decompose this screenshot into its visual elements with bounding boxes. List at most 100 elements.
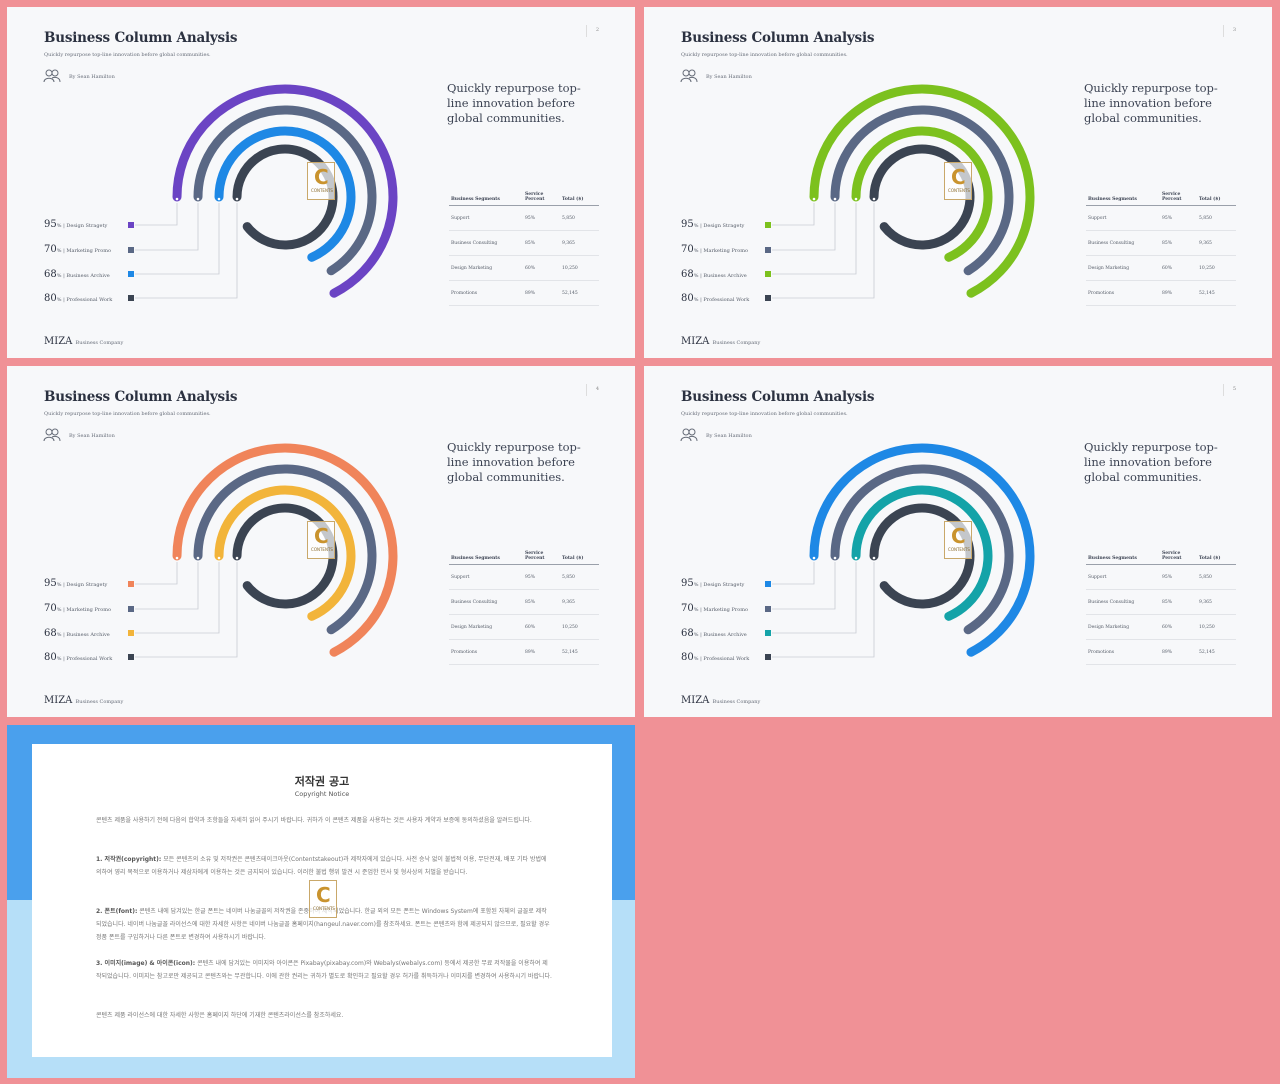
legend-swatch [765, 271, 771, 277]
notice-item-copyright-head: 1. 저작권(copyright): [96, 856, 162, 863]
leader-line [135, 203, 238, 299]
table-header-cell: Service Percent [1162, 192, 1182, 202]
watermark-badge: C CONTENTS [944, 162, 972, 200]
legend-label: | Marketing Promo [63, 248, 111, 254]
table-cell: Business Consulting [451, 240, 498, 246]
table-cell: Promotions [451, 290, 478, 296]
legend-value: 95 [681, 219, 694, 230]
notice-item-font-head: 2. 폰트(font): [96, 908, 138, 915]
legend-label: | Professional Work [63, 656, 113, 662]
legend-unit: % [56, 223, 62, 229]
analysis-slide: Business Column Analysis Quickly repurpos… [644, 7, 1272, 358]
table-row: Support 95% 5,850 [1086, 206, 1236, 231]
footer-company: Business Company [712, 699, 761, 705]
table-cell: 9,365 [562, 240, 575, 246]
author-name: By Sean Hamilton [69, 433, 115, 439]
legend-unit: % [56, 248, 62, 254]
leader-line [135, 562, 220, 634]
table-cell: 85% [1162, 599, 1173, 605]
slide-title: Business Column Analysis [681, 30, 875, 46]
arc-series-3 [214, 485, 356, 621]
leader-line [135, 203, 199, 251]
legend-item: 70% | Marketing Promo [681, 603, 748, 614]
table-header-cell: Total ($) [562, 556, 584, 561]
watermark-badge: C CONTENTS [309, 880, 337, 918]
table-cell: 89% [1162, 290, 1173, 296]
leader-line [135, 203, 178, 226]
page-divider [1223, 384, 1224, 396]
legend-unit: % [56, 273, 62, 279]
arc-series-1 [809, 443, 1035, 657]
table-cell: 10,250 [1199, 624, 1215, 630]
leader-line [135, 562, 199, 610]
legend-unit: % [56, 632, 62, 638]
arc-series-1 [809, 84, 1035, 298]
table-row: Business Consulting 85% 9,365 [1086, 590, 1236, 615]
legend-value: 68 [44, 269, 57, 280]
table-row: Promotions 89% 52,145 [1086, 281, 1236, 306]
leader-line [772, 562, 857, 634]
leader-line [772, 562, 815, 585]
arc-end-dot [833, 197, 837, 201]
arc-end-dot [217, 556, 221, 560]
table-cell: Support [1088, 215, 1107, 221]
leader-line [772, 203, 857, 275]
legend-label: | Professional Work [700, 297, 750, 303]
arc-end-dot [175, 197, 179, 201]
page-number: 2 [595, 27, 599, 33]
table-cell: 89% [1162, 649, 1173, 655]
users-icon [680, 428, 698, 442]
watermark-letter: C [951, 524, 966, 548]
legend-item: 95% | Design Stragety [44, 219, 107, 230]
table-cell: 52,145 [562, 649, 578, 655]
legend-item: 80% | Professional Work [44, 293, 112, 304]
leader-line [772, 203, 836, 251]
leader-line [772, 203, 815, 226]
legend-label: | Business Archive [700, 632, 747, 638]
leader-line [772, 562, 836, 610]
leader-line [772, 562, 875, 658]
legend-item: 68% | Business Archive [681, 628, 747, 639]
legend-unit: % [693, 223, 699, 229]
footer-brand: MIZA [681, 336, 710, 347]
legend-label: | Design Stragety [700, 223, 745, 229]
table-cell: 89% [525, 290, 536, 296]
leader-line [772, 203, 875, 299]
slide-subtitle: Quickly repurpose top-line innovation be… [681, 52, 848, 58]
notice-subtitle: Copyright Notice [294, 790, 350, 798]
arc-series-3 [851, 485, 993, 621]
author-name: By Sean Hamilton [706, 433, 752, 439]
notice-item-font-body: 콘텐츠 내에 담겨있는 한글 폰트는 네이버 나눔글꼴의 저작권을 존중하여 제… [96, 908, 550, 941]
legend-label: | Professional Work [63, 297, 113, 303]
legend-swatch [128, 295, 134, 301]
table-cell: Design Marketing [451, 624, 493, 630]
watermark-badge: C CONTENTS [307, 521, 335, 559]
legend-value: 68 [681, 269, 694, 280]
legend-swatch [128, 654, 134, 660]
footer: MIZA Business Company [44, 336, 123, 347]
slide-subtitle: Quickly repurpose top-line innovation be… [681, 411, 848, 417]
notice-card: 저작권 공고 Copyright Notice 콘텐츠 제품을 사용하기 전에 … [32, 744, 612, 1057]
table-cell: Promotions [1088, 649, 1115, 655]
legend-item: 70% | Marketing Promo [44, 244, 111, 255]
table-cell: 5,850 [562, 215, 575, 221]
watermark-letter: C [316, 883, 331, 907]
footer: MIZA Business Company [44, 695, 123, 706]
arc-end-dot [175, 556, 179, 560]
slide-title: Business Column Analysis [44, 389, 238, 405]
arc-series-1 [172, 84, 398, 298]
table-cell: 9,365 [562, 599, 575, 605]
arc-end-dot [833, 556, 837, 560]
legend-item: 95% | Design Stragety [681, 219, 744, 230]
notice-item-image-body: 콘텐츠 내에 담겨있는 이미지와 아이콘은 Pixabay(pixabay.co… [96, 960, 552, 980]
notice-item-copyright: 1. 저작권(copyright): 모든 콘텐츠의 소유 및 저작권은 콘텐츠… [96, 853, 552, 879]
arc-end-dot [812, 556, 816, 560]
table-row: Promotions 89% 52,145 [449, 281, 599, 306]
legend-value: 95 [44, 578, 57, 589]
table-cell: 95% [525, 215, 536, 221]
legend-swatch [128, 222, 134, 228]
footer-brand: MIZA [681, 695, 710, 706]
analysis-slide: Business Column Analysis Quickly repurpos… [644, 366, 1272, 717]
legend-value: 80 [681, 293, 694, 304]
author-name: By Sean Hamilton [69, 74, 115, 80]
